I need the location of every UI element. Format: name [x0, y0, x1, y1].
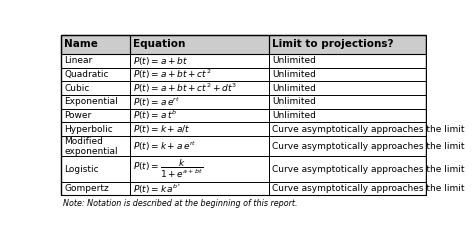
Text: Equation: Equation [133, 39, 185, 49]
Text: $P(t) = k + a\, e^{rt}$: $P(t) = k + a\, e^{rt}$ [133, 140, 196, 153]
Text: Note: Notation is described at the beginning of this report.: Note: Notation is described at the begin… [63, 199, 297, 208]
Text: Cubic: Cubic [64, 84, 90, 93]
Text: Hyperbolic: Hyperbolic [64, 125, 113, 134]
Text: Gompertz: Gompertz [64, 184, 109, 193]
Text: $P(t) = a + bt$: $P(t) = a + bt$ [133, 55, 188, 67]
Text: Curve asymptotically approaches the limit: Curve asymptotically approaches the limi… [272, 184, 465, 193]
Text: Unlimited: Unlimited [272, 97, 316, 106]
Text: $P(t) = \dfrac{k}{1 + e^{a+bt}}$: $P(t) = \dfrac{k}{1 + e^{a+bt}}$ [133, 158, 203, 180]
Text: Power: Power [64, 111, 91, 120]
Text: Linear: Linear [64, 56, 92, 65]
Text: Quadratic: Quadratic [64, 70, 109, 79]
Text: Name: Name [64, 39, 98, 49]
Text: Curve asymptotically approaches the limit: Curve asymptotically approaches the limi… [272, 165, 465, 174]
Bar [61, 35, 426, 54]
Text: Unlimited: Unlimited [272, 56, 316, 65]
Text: Limit to projections?: Limit to projections? [272, 39, 394, 49]
Text: $P(t) = k + a/t$: $P(t) = k + a/t$ [133, 123, 191, 135]
Text: $P(t) = a + bt + ct^{2} + dt^{3}$: $P(t) = a + bt + ct^{2} + dt^{3}$ [133, 82, 237, 95]
Text: $P(t) = a\, e^{rt}$: $P(t) = a\, e^{rt}$ [133, 95, 180, 109]
Text: Logistic: Logistic [64, 165, 99, 174]
Text: $P(t) = a + bt + ct^{2}$: $P(t) = a + bt + ct^{2}$ [133, 68, 211, 81]
Text: Modified
exponential: Modified exponential [64, 137, 118, 156]
Text: Exponential: Exponential [64, 97, 118, 106]
Text: Curve asymptotically approaches the limit: Curve asymptotically approaches the limi… [272, 142, 465, 151]
Text: Unlimited: Unlimited [272, 84, 316, 93]
Text: Unlimited: Unlimited [272, 70, 316, 79]
Text: $P(t) = k\, a^{b^{t}}$: $P(t) = k\, a^{b^{t}}$ [133, 181, 181, 196]
Text: Unlimited: Unlimited [272, 111, 316, 120]
Text: Curve asymptotically approaches the limit: Curve asymptotically approaches the limi… [272, 125, 465, 134]
Text: $P(t) = a\, t^{b}$: $P(t) = a\, t^{b}$ [133, 109, 177, 122]
